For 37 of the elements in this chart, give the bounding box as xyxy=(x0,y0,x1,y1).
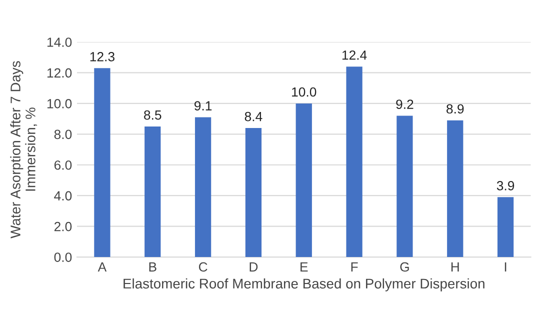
bar xyxy=(144,126,161,258)
bar xyxy=(497,197,514,258)
y-tick-label: 6.0 xyxy=(54,160,72,170)
x-tick-label: A xyxy=(98,262,107,272)
y-tick-label: 4.0 xyxy=(54,191,72,201)
data-label: 8.9 xyxy=(446,104,464,114)
x-tick-label: I xyxy=(504,262,506,272)
bar xyxy=(346,66,362,258)
bar xyxy=(447,120,464,258)
x-tick-label: C xyxy=(198,262,208,272)
x-axis-title: Elastomeric Roof Membrane Based on Polymer Dispersion xyxy=(124,278,484,292)
bar xyxy=(396,116,413,258)
data-label: 10.0 xyxy=(292,87,316,97)
y-axis-title: Water Asorption After 7 Days Immersion, % xyxy=(10,61,38,238)
x-tick-label: E xyxy=(300,262,308,272)
y-tick-label: 14.0 xyxy=(47,38,72,47)
x-tick-label: F xyxy=(351,262,358,272)
data-label: 12.4 xyxy=(342,50,367,60)
bar xyxy=(194,117,212,258)
data-label: 8.4 xyxy=(244,112,262,122)
y-tick-label: 0.0 xyxy=(54,252,72,262)
y-tick-label: 12.0 xyxy=(47,68,72,78)
x-tick-label: D xyxy=(250,262,258,272)
data-label: 12.3 xyxy=(90,52,114,62)
data-label: 8.5 xyxy=(144,110,162,120)
data-label: 3.9 xyxy=(496,181,514,190)
y-tick-label: 10.0 xyxy=(47,99,72,108)
bar xyxy=(245,128,262,258)
bar xyxy=(296,103,312,258)
x-tick-label: H xyxy=(451,262,459,272)
y-tick-label: 8.0 xyxy=(54,130,72,140)
x-tick-label: B xyxy=(149,262,156,272)
bar xyxy=(94,68,110,258)
y-tick-label: 2.0 xyxy=(54,222,72,232)
data-label: 9.1 xyxy=(194,101,212,110)
x-tick-label: G xyxy=(400,262,409,272)
data-label: 9.2 xyxy=(396,100,414,109)
